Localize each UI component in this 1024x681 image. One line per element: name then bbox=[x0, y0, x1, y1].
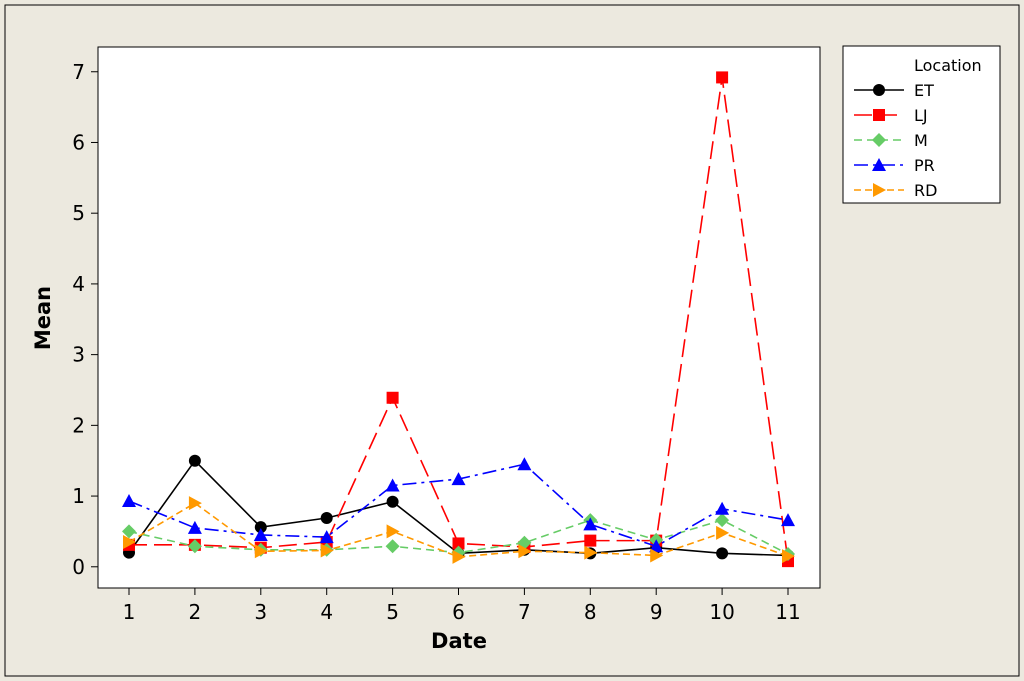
x-tick-label: 6 bbox=[452, 600, 465, 624]
legend-label: M bbox=[914, 131, 928, 150]
data-point bbox=[716, 547, 729, 560]
y-tick-label: 4 bbox=[72, 272, 85, 296]
series-group bbox=[122, 71, 795, 568]
plot-area bbox=[97, 46, 821, 589]
legend-label: RD bbox=[914, 181, 937, 200]
data-point bbox=[872, 158, 886, 171]
y-tick-label: 2 bbox=[72, 413, 85, 437]
x-axis: 1 2 3 4 5 6 7 8 9 10 11 bbox=[123, 588, 801, 624]
x-tick-label: 11 bbox=[775, 600, 800, 624]
y-tick-label: 0 bbox=[72, 555, 85, 579]
x-tick-label: 10 bbox=[709, 600, 734, 624]
data-point bbox=[872, 133, 886, 147]
data-point bbox=[716, 525, 730, 540]
data-point bbox=[782, 549, 795, 564]
data-point bbox=[451, 472, 466, 486]
x-tick-label: 9 bbox=[650, 600, 663, 624]
data-point bbox=[188, 454, 201, 467]
x-tick-label: 8 bbox=[584, 600, 597, 624]
x-tick-label: 4 bbox=[320, 600, 333, 624]
data-point bbox=[452, 549, 466, 564]
y-axis: 0 1 2 3 4 5 6 7 bbox=[72, 60, 98, 579]
series-pr bbox=[122, 457, 795, 553]
data-point bbox=[254, 544, 268, 559]
data-point bbox=[715, 501, 730, 515]
data-point bbox=[873, 84, 885, 96]
data-point bbox=[123, 535, 136, 550]
data-point bbox=[715, 513, 730, 528]
legend-title: Location bbox=[914, 56, 982, 75]
y-tick-label: 1 bbox=[72, 484, 85, 508]
data-point bbox=[188, 496, 202, 511]
y-tick-label: 5 bbox=[72, 201, 85, 225]
y-tick-label: 6 bbox=[72, 130, 85, 154]
data-point bbox=[781, 513, 795, 527]
y-axis-title: Mean bbox=[31, 286, 55, 350]
legend: Location ET LJ M PR RD bbox=[842, 45, 1001, 204]
data-point bbox=[873, 183, 886, 197]
data-point bbox=[649, 539, 664, 553]
data-point bbox=[385, 478, 400, 492]
data-point bbox=[386, 524, 400, 539]
x-tick-label: 7 bbox=[518, 600, 531, 624]
data-point bbox=[254, 521, 267, 534]
y-tick-label: 3 bbox=[72, 343, 85, 367]
data-point bbox=[320, 543, 334, 558]
data-point bbox=[386, 391, 399, 404]
legend-box bbox=[842, 45, 1001, 204]
data-point bbox=[187, 539, 202, 554]
data-point bbox=[187, 520, 202, 534]
data-point bbox=[650, 548, 664, 563]
data-point bbox=[583, 517, 598, 531]
data-point bbox=[253, 527, 268, 541]
data-point bbox=[320, 511, 333, 524]
data-point bbox=[873, 109, 885, 121]
y-tick-label: 7 bbox=[72, 60, 85, 84]
x-tick-label: 1 bbox=[123, 600, 136, 624]
x-tick-label: 3 bbox=[254, 600, 267, 624]
data-point bbox=[716, 71, 729, 84]
x-tick-label: 2 bbox=[189, 600, 202, 624]
data-point bbox=[584, 534, 597, 547]
data-point bbox=[122, 494, 136, 508]
legend-label: PR bbox=[914, 156, 935, 175]
legend-label: ET bbox=[914, 81, 934, 100]
data-point bbox=[386, 495, 399, 508]
data-point bbox=[518, 544, 532, 559]
data-point bbox=[319, 530, 334, 544]
data-point bbox=[122, 524, 136, 539]
x-axis-title: Date bbox=[431, 629, 487, 653]
series-rd bbox=[123, 496, 795, 564]
data-point bbox=[452, 537, 465, 550]
legend-label: LJ bbox=[914, 106, 928, 125]
x-tick-label: 5 bbox=[386, 600, 399, 624]
data-point bbox=[517, 457, 532, 471]
data-point bbox=[385, 539, 400, 554]
data-point bbox=[584, 545, 598, 560]
